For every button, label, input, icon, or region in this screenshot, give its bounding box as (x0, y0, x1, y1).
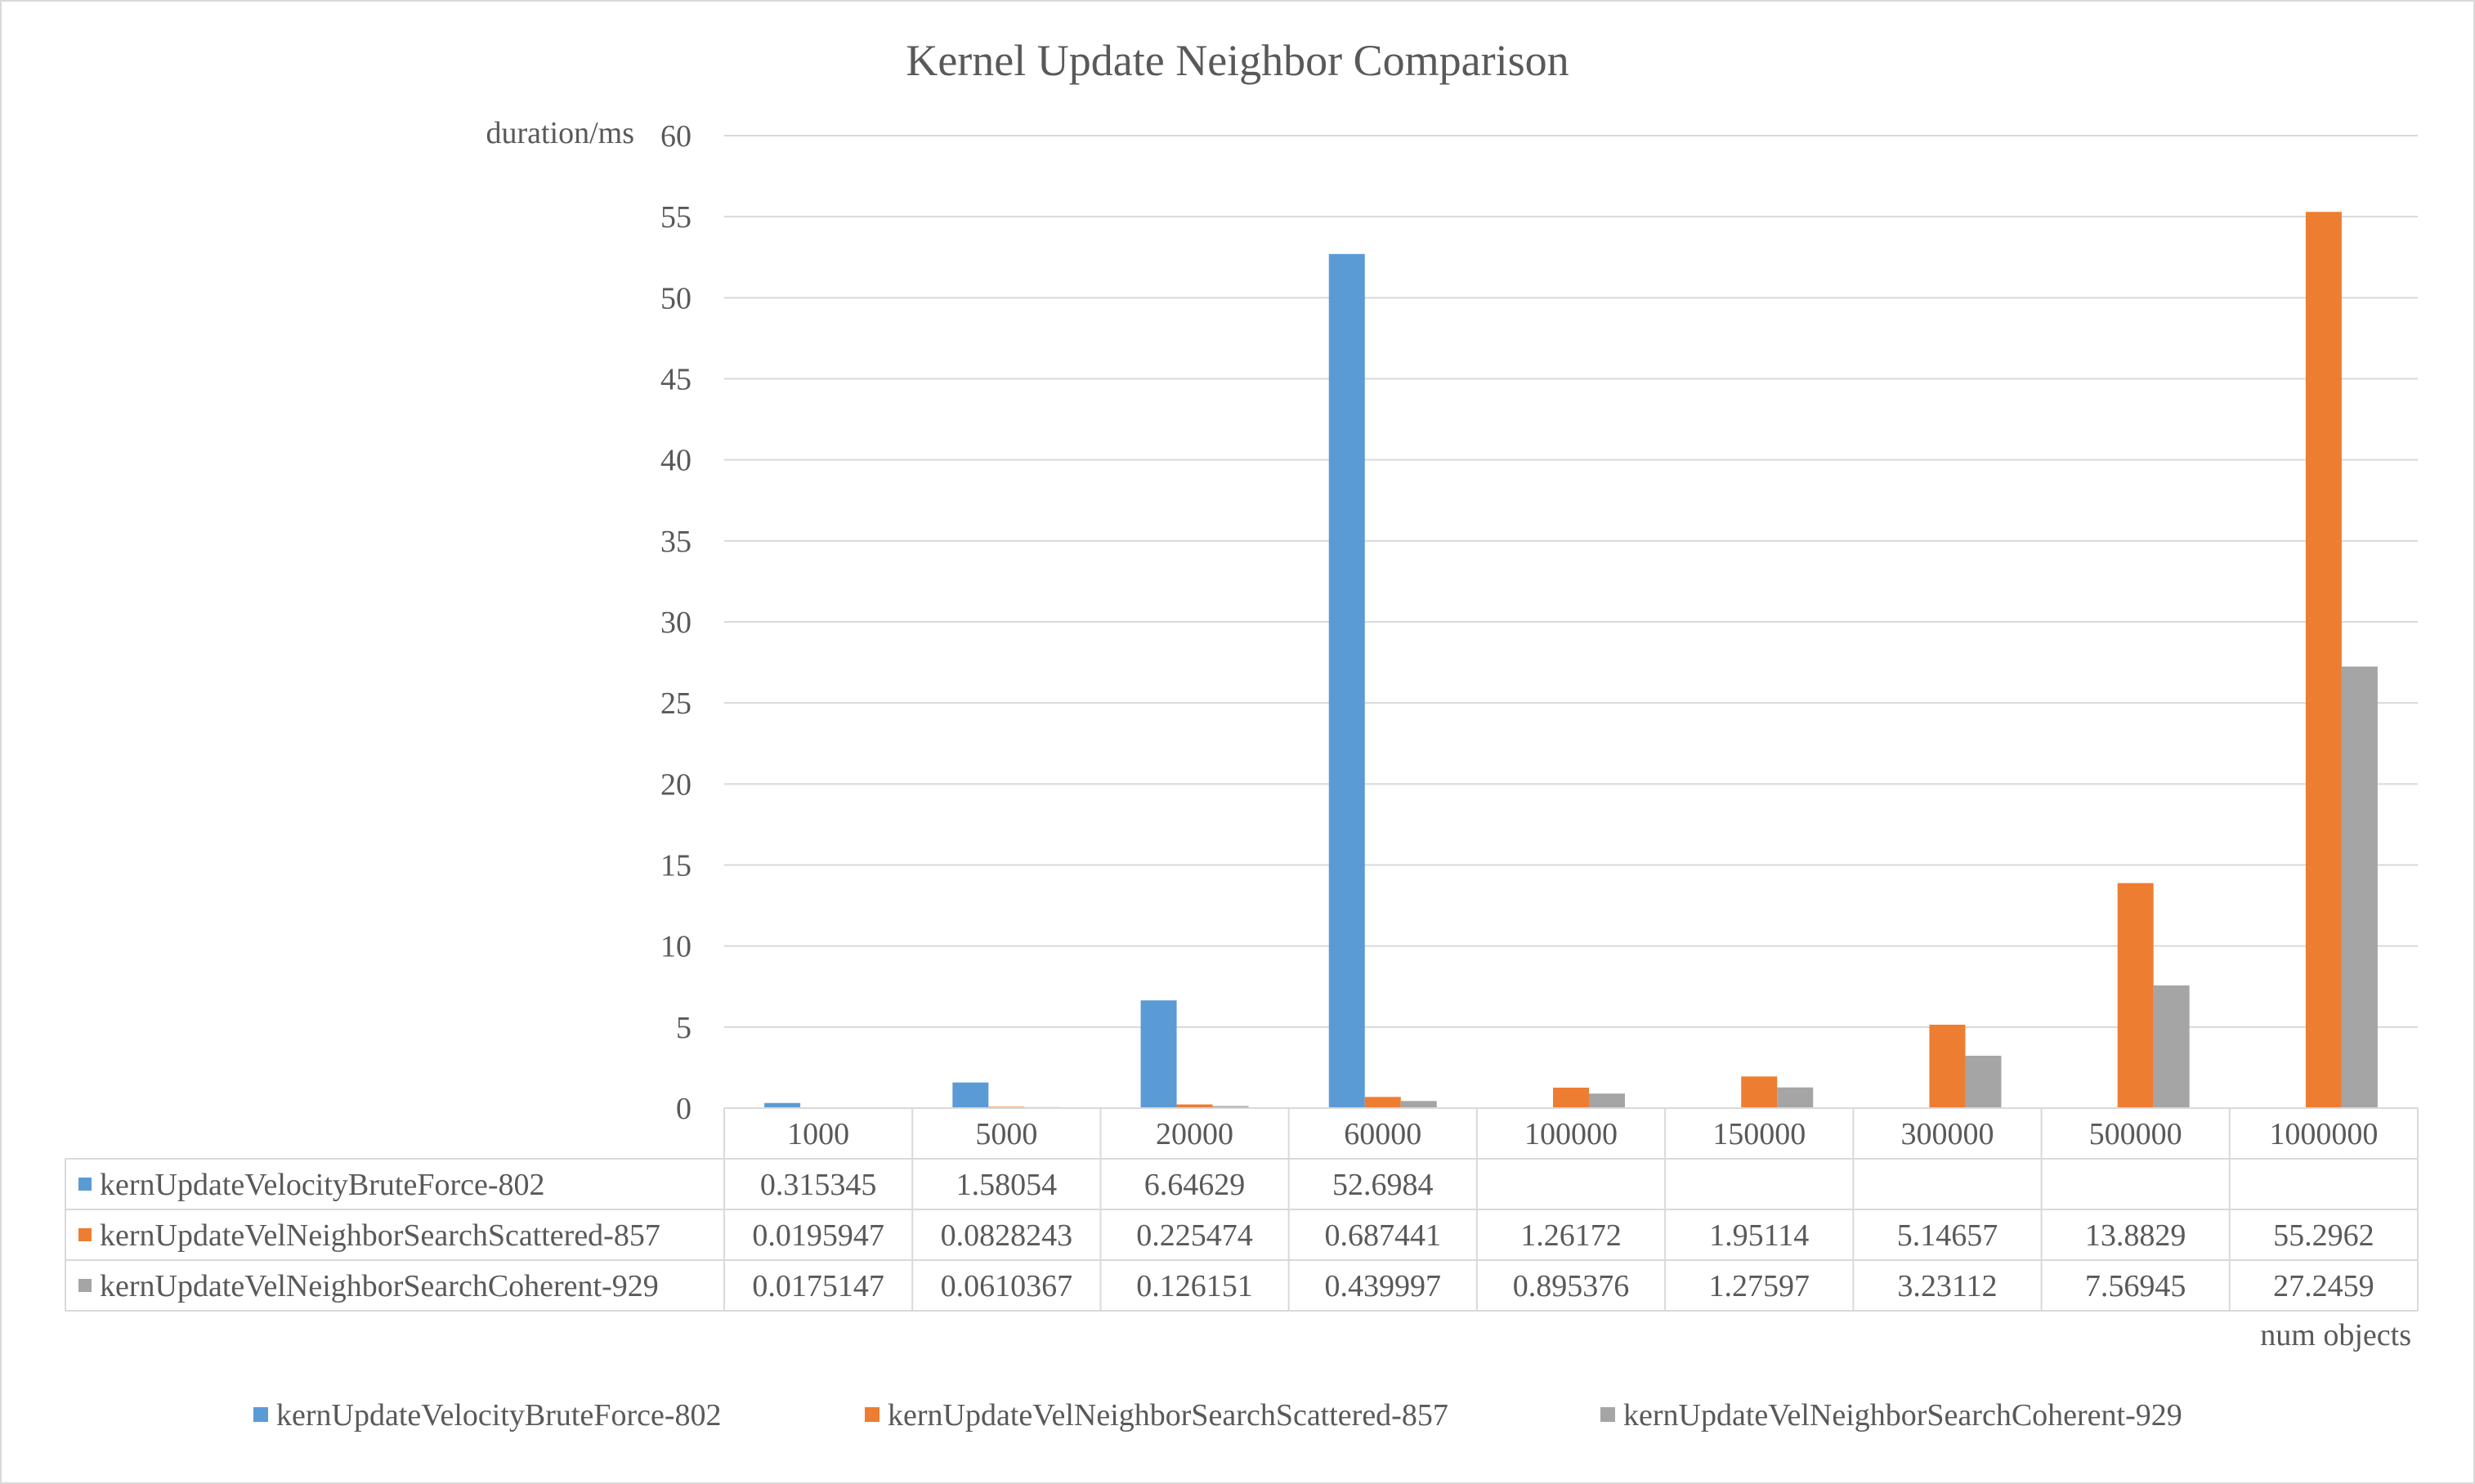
bars (764, 212, 2378, 1109)
legend-label: kernUpdateVelNeighborSearchCoherent-929 (1623, 1398, 2182, 1433)
bar-kernUpdateVelocityBruteForce-802-5000 (952, 1082, 989, 1108)
legend-label: kernUpdateVelocityBruteForce-802 (276, 1398, 722, 1433)
legend-key (865, 1407, 879, 1422)
bar-kernUpdateVelocityBruteForce-802-20000 (1140, 1000, 1177, 1108)
bar-kernUpdateVelocityBruteForce-802-1000 (764, 1102, 801, 1108)
y-tick-label: 40 (660, 444, 691, 478)
bar-kernUpdateVelNeighborSearchScattered-857-300000 (1929, 1024, 1966, 1108)
legend-key (253, 1407, 268, 1422)
bar-kernUpdateVelNeighborSearchScattered-857-1000000 (2305, 212, 2342, 1109)
data-label: 1.95114 (1709, 1218, 1809, 1253)
data-label: 3.23112 (1897, 1269, 1997, 1303)
data-label: 55.2962 (2273, 1218, 2374, 1253)
x-tick-label: 20000 (1156, 1117, 1233, 1151)
table-legend-key (78, 1279, 92, 1292)
data-label: 1.27597 (1708, 1269, 1810, 1303)
data-label: 5.14657 (1897, 1218, 1998, 1253)
y-axis-ticks: 0 5 10 15 20 25 30 35 40 45 50 55 60 (660, 119, 691, 1126)
y-tick-label: 0 (676, 1092, 691, 1126)
gridlines (724, 135, 2418, 1109)
data-label: 27.2459 (2273, 1269, 2374, 1303)
bar-kernUpdateVelNeighborSearchCoherent-929-20000 (1212, 1106, 1249, 1108)
y-tick-label: 50 (660, 281, 691, 315)
y-tick-label: 15 (660, 849, 691, 883)
bar-kernUpdateVelNeighborSearchCoherent-929-150000 (1777, 1087, 1814, 1108)
x-axis-label: num objects (2260, 1318, 2411, 1352)
data-label: 7.56945 (2085, 1269, 2186, 1303)
x-tick-label: 5000 (975, 1117, 1037, 1151)
bar-kernUpdateVelNeighborSearchCoherent-929-1000000 (2341, 666, 2378, 1108)
legend-label: kernUpdateVelNeighborSearchScattered-857 (888, 1398, 1448, 1433)
x-tick-label: 300000 (1900, 1117, 1994, 1151)
x-tick-label: 1000000 (2269, 1117, 2378, 1151)
data-label: 0.315345 (760, 1168, 877, 1202)
x-tick-label: 500000 (2089, 1117, 2182, 1151)
y-tick-label: 25 (660, 686, 691, 721)
table-legend-key (78, 1178, 92, 1191)
data-label: 0.0195947 (752, 1218, 884, 1253)
data-label: 0.687441 (1325, 1218, 1442, 1253)
data-label: 0.0175147 (752, 1269, 884, 1303)
data-label: 0.225474 (1136, 1218, 1253, 1253)
y-tick-label: 60 (660, 119, 691, 154)
bar-kernUpdateVelNeighborSearchScattered-857-150000 (1741, 1076, 1778, 1108)
data-label: 52.6984 (1332, 1168, 1434, 1202)
y-tick-label: 10 (660, 930, 691, 964)
legend: kernUpdateVelocityBruteForce-802 kernUpda… (253, 1398, 2182, 1433)
y-tick-label: 45 (660, 363, 691, 397)
x-tick-label: 1000 (787, 1117, 849, 1151)
bar-kernUpdateVelNeighborSearchCoherent-929-500000 (2153, 985, 2190, 1108)
bar-kernUpdateVelNeighborSearchScattered-857-60000 (1364, 1097, 1401, 1108)
bar-kernUpdateVelNeighborSearchScattered-857-100000 (1553, 1087, 1589, 1108)
data-label: 0.126151 (1136, 1269, 1253, 1303)
x-tick-label: 60000 (1344, 1117, 1421, 1151)
table-legend-key (78, 1228, 92, 1241)
data-label: 1.58054 (956, 1168, 1058, 1202)
table-series-name: kernUpdateVelocityBruteForce-802 (100, 1168, 545, 1202)
y-tick-label: 20 (660, 767, 691, 802)
legend-key (1600, 1407, 1615, 1422)
y-tick-label: 5 (676, 1011, 691, 1045)
data-label: 13.8829 (2085, 1218, 2186, 1253)
y-tick-label: 30 (660, 606, 691, 640)
bar-kernUpdateVelNeighborSearchCoherent-929-100000 (1589, 1093, 1625, 1108)
data-table: 1000 5000 20000 60000 100000 150000 300000 5000… (65, 1107, 2419, 1312)
y-tick-label: 35 (660, 525, 691, 559)
bar-kernUpdateVelNeighborSearchCoherent-929-60000 (1400, 1101, 1437, 1108)
bar-kernUpdateVelNeighborSearchScattered-857-20000 (1176, 1104, 1213, 1108)
x-tick-label: 150000 (1712, 1117, 1806, 1151)
x-tick-label: 100000 (1524, 1117, 1618, 1151)
data-label: 0.0828243 (941, 1218, 1073, 1253)
data-label: 0.0610367 (941, 1269, 1073, 1303)
bar-kernUpdateVelNeighborSearchScattered-857-500000 (2117, 883, 2154, 1108)
data-label: 6.64629 (1144, 1168, 1246, 1202)
bar-kernUpdateVelNeighborSearchCoherent-929-300000 (1965, 1055, 2002, 1108)
data-label: 1.26172 (1520, 1218, 1622, 1253)
y-tick-label: 55 (660, 200, 691, 235)
data-label: 0.439997 (1325, 1269, 1442, 1303)
table-series-name: kernUpdateVelNeighborSearchCoherent-929 (100, 1269, 659, 1303)
data-label: 0.895376 (1513, 1269, 1630, 1303)
y-axis-label: duration/ms (486, 116, 634, 150)
bar-kernUpdateVelocityBruteForce-802-60000 (1328, 253, 1365, 1108)
chart-title: Kernel Update Neighbor Comparison (906, 36, 1569, 85)
table-series-name: kernUpdateVelNeighborSearchScattered-857 (100, 1218, 660, 1253)
